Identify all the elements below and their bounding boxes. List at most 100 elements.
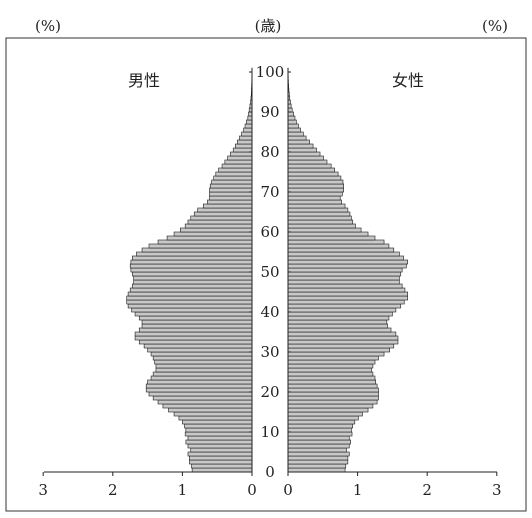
female-bar bbox=[287, 163, 332, 169]
male-bar bbox=[173, 231, 253, 237]
male-bar bbox=[154, 359, 253, 365]
female-bar bbox=[287, 235, 376, 241]
female-bar bbox=[287, 427, 352, 433]
female-bar bbox=[287, 363, 374, 369]
male-bar bbox=[131, 307, 253, 313]
male-bar bbox=[127, 303, 253, 309]
male-bar bbox=[134, 331, 253, 337]
female-bar bbox=[287, 287, 406, 293]
male-bar bbox=[148, 391, 253, 397]
female-bar bbox=[287, 199, 342, 205]
female-bar bbox=[287, 175, 342, 181]
male-bar bbox=[230, 151, 253, 157]
age-tick-label: 40 bbox=[260, 303, 279, 321]
female-bar bbox=[287, 403, 374, 409]
female-axis-tick-label: 1 bbox=[353, 481, 363, 499]
female-bar bbox=[287, 371, 374, 377]
female-bar bbox=[287, 343, 395, 349]
male-bar bbox=[155, 367, 253, 373]
female-bar bbox=[287, 135, 307, 141]
female-bar bbox=[287, 219, 354, 225]
female-bar bbox=[287, 435, 350, 441]
male-bar bbox=[224, 159, 253, 165]
female-bar bbox=[287, 339, 399, 345]
male-bar bbox=[237, 139, 253, 145]
female-bar bbox=[287, 251, 400, 257]
male-bar bbox=[166, 235, 253, 241]
male-bar bbox=[131, 255, 253, 261]
female-bar bbox=[287, 359, 376, 365]
male-bar bbox=[202, 203, 253, 209]
female-bar bbox=[287, 279, 400, 285]
female-bar bbox=[287, 239, 385, 245]
female-bar bbox=[287, 179, 344, 185]
male-bar bbox=[147, 347, 253, 353]
female-bar bbox=[287, 311, 393, 317]
male-axis-tick-label: 2 bbox=[108, 481, 118, 499]
male-bar bbox=[239, 135, 253, 141]
male-bar bbox=[131, 283, 253, 289]
age-tick-label: 20 bbox=[260, 383, 279, 401]
male-bar bbox=[145, 387, 253, 393]
age-tick-label: 0 bbox=[265, 463, 275, 481]
female-bar bbox=[287, 451, 350, 457]
male-axis-tick-label: 3 bbox=[38, 481, 48, 499]
female-bar bbox=[287, 347, 390, 353]
female-bar bbox=[287, 379, 376, 385]
female-bar bbox=[287, 415, 359, 421]
male-axis-tick-label: 0 bbox=[247, 481, 257, 499]
male-bar bbox=[187, 451, 253, 457]
female-bar bbox=[287, 107, 293, 113]
male-axis-tick-label: 1 bbox=[178, 481, 188, 499]
female-bar bbox=[287, 171, 339, 177]
female-bar bbox=[287, 111, 294, 117]
female-bar bbox=[287, 267, 403, 273]
male-bar bbox=[185, 439, 253, 445]
male-bar bbox=[244, 123, 253, 129]
female-bar bbox=[287, 299, 405, 305]
female-label: 女性 bbox=[392, 71, 424, 90]
female-bar bbox=[287, 211, 351, 217]
female-bar bbox=[287, 167, 335, 173]
female-bar bbox=[287, 115, 296, 121]
male-bar bbox=[221, 163, 253, 169]
female-bar bbox=[287, 367, 372, 373]
male-bar bbox=[241, 131, 253, 137]
age-tick-label: 100 bbox=[256, 63, 285, 81]
male-bar bbox=[190, 215, 253, 221]
male-bar bbox=[126, 295, 253, 301]
female-bar bbox=[287, 203, 346, 209]
female-bar bbox=[287, 407, 369, 413]
male-bar bbox=[190, 447, 253, 453]
female-bar bbox=[287, 247, 395, 253]
female-bars bbox=[287, 67, 409, 473]
female-bar bbox=[287, 283, 403, 289]
male-bar bbox=[141, 323, 253, 329]
female-bar bbox=[287, 331, 397, 337]
male-bar bbox=[127, 291, 253, 297]
female-bar bbox=[287, 307, 397, 313]
male-bar bbox=[180, 227, 253, 233]
female-bar bbox=[287, 143, 314, 149]
male-bar bbox=[133, 279, 253, 285]
male-bar bbox=[182, 419, 253, 425]
female-bar bbox=[287, 303, 402, 309]
age-tick-label: 50 bbox=[260, 263, 279, 281]
female-bar bbox=[287, 431, 353, 437]
female-bar bbox=[287, 155, 324, 161]
female-bar bbox=[287, 315, 390, 321]
male-bars bbox=[126, 67, 253, 473]
male-bar bbox=[134, 311, 253, 317]
male-bar bbox=[134, 335, 253, 341]
male-bar bbox=[143, 343, 253, 349]
male-bar bbox=[246, 119, 253, 125]
male-bar bbox=[185, 427, 253, 433]
age-tick-label: 10 bbox=[260, 423, 279, 441]
age-tick-label: 90 bbox=[260, 103, 279, 121]
female-bar bbox=[287, 119, 297, 125]
female-bar bbox=[287, 391, 379, 397]
male-bar bbox=[162, 403, 253, 409]
female-bar bbox=[287, 459, 349, 465]
male-bar bbox=[213, 175, 253, 181]
